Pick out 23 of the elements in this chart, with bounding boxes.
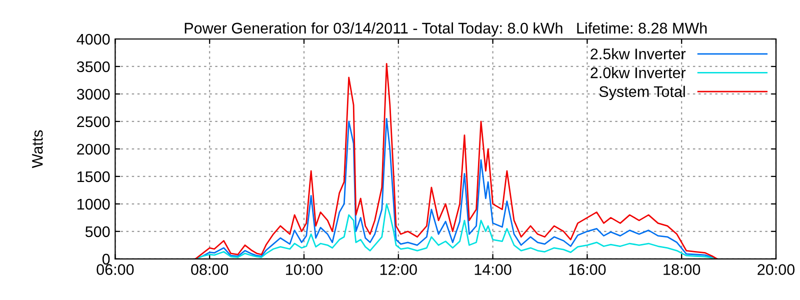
x-tick-label: 16:00 xyxy=(569,264,606,275)
legend-label: System Total xyxy=(599,86,685,100)
line-series xyxy=(194,63,718,259)
x-tick-label: 12:00 xyxy=(380,264,417,275)
x-tick-label: 20:00 xyxy=(758,264,795,275)
y-tick-label: 2000 xyxy=(77,144,110,155)
x-tick-label: 18:00 xyxy=(664,264,700,275)
y-tick-label: 4000 xyxy=(76,34,110,45)
y-tick-label: 1000 xyxy=(78,198,110,210)
chart-title: Power Generation for 03/14/2011 - Total Today: 8.0 kWh Lifetime: 8.28 MWh xyxy=(184,22,707,37)
x-tick-label: 10:00 xyxy=(286,264,323,275)
y-tick-label: 1500 xyxy=(78,171,110,182)
y-tick-label: 0 xyxy=(102,254,110,265)
x-tick-label: 06:00 xyxy=(96,264,134,275)
legend-label: 2.5kw Inverter xyxy=(590,48,686,60)
y-tick-label: 2500 xyxy=(77,116,110,128)
y-tick-label: 3000 xyxy=(76,88,110,100)
x-tick-label: 14:00 xyxy=(474,264,512,275)
legend-label: 2.0kw Inverter xyxy=(590,66,686,78)
x-tick-label: 08:00 xyxy=(191,264,228,275)
y-tick-label: 500 xyxy=(85,226,110,238)
y-tick-label: 3500 xyxy=(76,61,110,72)
y-axis-title: Watts xyxy=(32,130,43,168)
